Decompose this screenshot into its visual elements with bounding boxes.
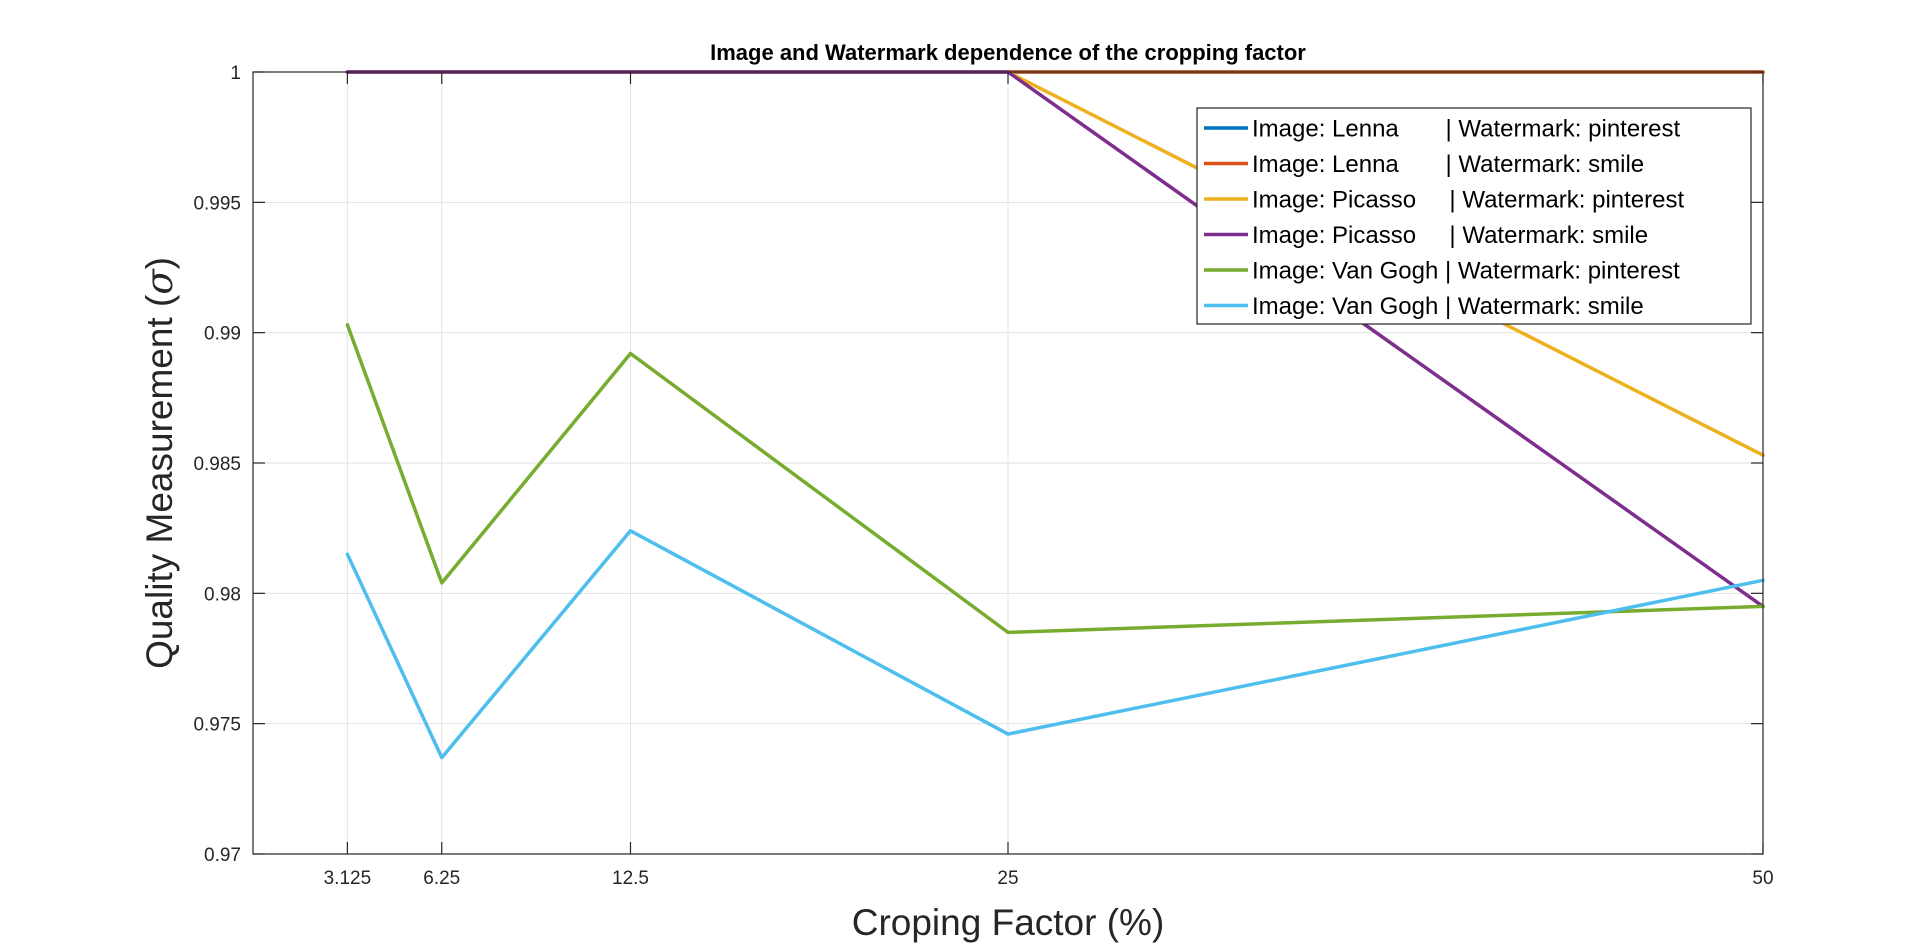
chart-title: Image and Watermark dependence of the cr… — [710, 40, 1306, 65]
y-axis-label-main: Quality Measurement ( — [139, 294, 180, 669]
x-tick-label: 6.25 — [423, 868, 460, 889]
y-tick-label: 1 — [230, 63, 241, 84]
y-tick-label: 0.995 — [193, 193, 241, 214]
x-tick-label: 25 — [997, 868, 1018, 889]
y-axis-label-close: ) — [139, 257, 180, 269]
legend-box — [1196, 107, 1752, 325]
x-tick-labels: 3.125 6.25 12.5 25 50 — [324, 868, 1774, 889]
legend-entry-label: Image: Picasso | Watermark: smile — [1252, 222, 1648, 249]
y-tick-label: 0.985 — [193, 454, 241, 475]
y-tick-labels: 0.97 0.975 0.98 0.985 0.99 0.995 1 — [193, 63, 241, 866]
y-tick-label: 0.98 — [204, 584, 241, 605]
x-axis-label: Croping Factor (%) — [852, 902, 1165, 943]
y-tick-label: 0.97 — [204, 845, 241, 866]
legend-entry-label: Image: Van Gogh | Watermark: smile — [1252, 293, 1644, 320]
legend-entry-label: Image: Picasso | Watermark: pinterest — [1252, 187, 1684, 214]
y-tick-label: 0.975 — [193, 715, 241, 736]
legend-entry-label: Image: Lenna | Watermark: smile — [1252, 151, 1644, 178]
y-axis-label-symbol: σ — [138, 268, 181, 295]
x-tick-label: 12.5 — [612, 868, 649, 889]
legend-entry-label: Image: Van Gogh | Watermark: pinterest — [1252, 258, 1680, 285]
y-tick-label: 0.99 — [204, 324, 241, 345]
x-tick-label: 50 — [1752, 868, 1773, 889]
legend: Image: Lenna | Watermark: pinterest Image… — [1196, 107, 1752, 325]
axis-ticks — [253, 71, 1764, 855]
x-tick-label: 3.125 — [324, 868, 372, 889]
series-line-5 — [345, 323, 1765, 635]
y-axis-label: Quality Measurement (σ) — [138, 257, 181, 669]
legend-entry-label: Image: Lenna | Watermark: pinterest — [1252, 116, 1681, 143]
series-line-6 — [345, 529, 1765, 760]
